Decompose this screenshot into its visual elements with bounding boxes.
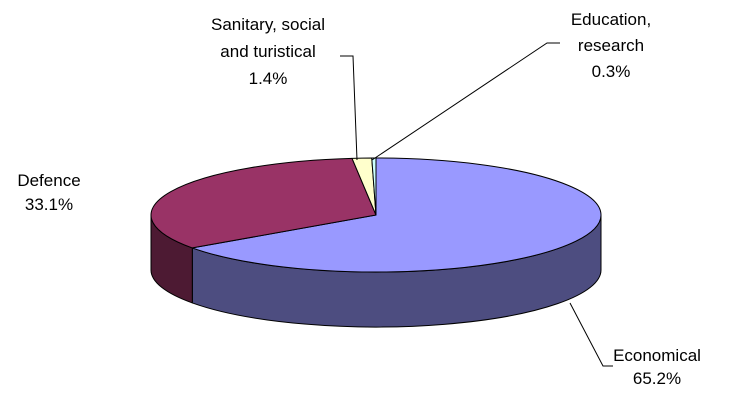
leader-economical (569, 302, 613, 367)
leader-sanitary (340, 55, 358, 161)
slice-label-defence-value: 33.1% (25, 195, 73, 214)
slice-label-economical-name: Economical (613, 346, 701, 365)
leader-education (371, 42, 560, 161)
slice-label-defence: Defence 33.1% (17, 171, 80, 214)
leader-lines (340, 42, 613, 367)
slice-label-education-line1: Education, (571, 10, 651, 29)
slice-education (371, 157, 377, 216)
slice-label-sanitary-line1: Sanitary, social (211, 15, 325, 34)
slice-label-sanitary-line2: and turistical (220, 42, 315, 61)
slice-economical (191, 157, 602, 273)
slice-label-education-line2: research (578, 36, 644, 55)
slice-label-sanitary-value: 1.4% (249, 69, 288, 88)
slice-label-economical: Economical 65.2% (613, 346, 701, 388)
slice-label-education: Education, research 0.3% (571, 10, 651, 81)
slice-label-sanitary: Sanitary, social and turistical 1.4% (211, 15, 325, 88)
slice-label-defence-name: Defence (17, 171, 80, 190)
slice-defence (150, 157, 377, 249)
slice-label-education-value: 0.3% (592, 62, 631, 81)
pie-slices (150, 157, 602, 328)
slice-label-economical-value: 65.2% (633, 369, 681, 388)
